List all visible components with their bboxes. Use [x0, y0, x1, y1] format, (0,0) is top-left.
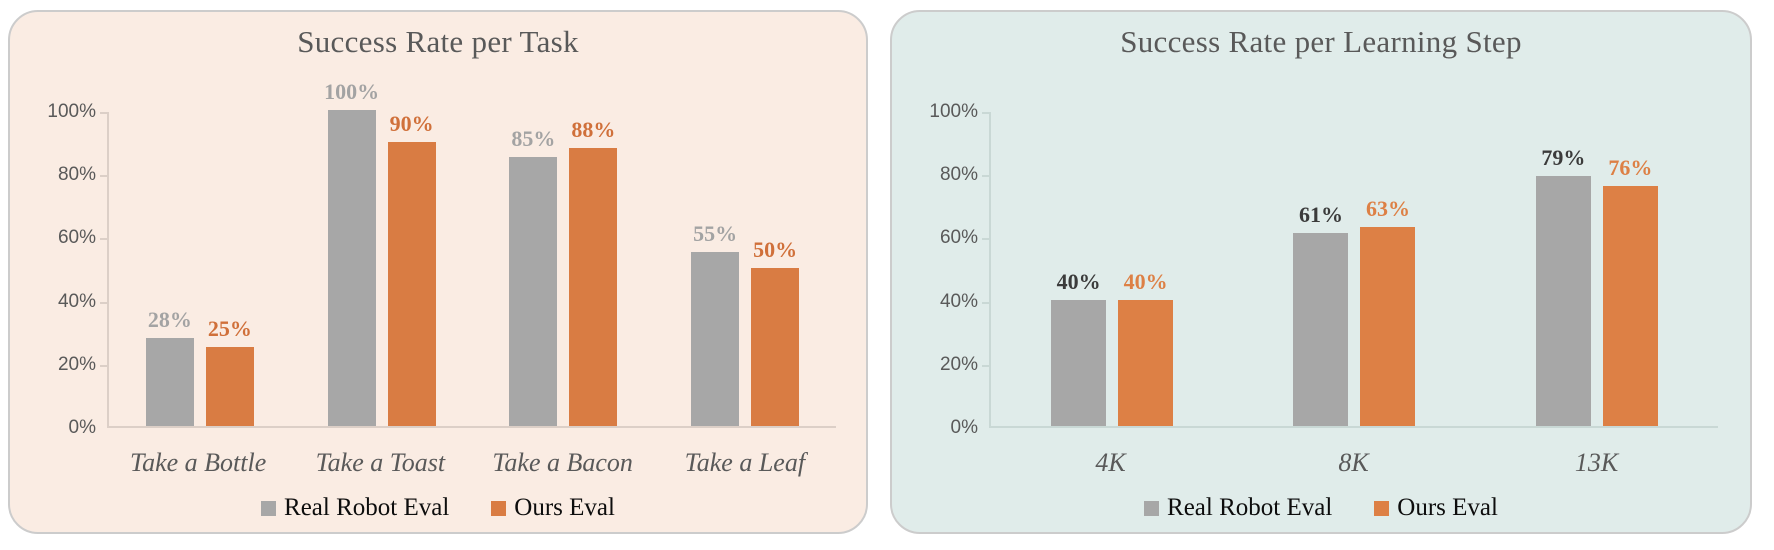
y-axis-tick-label: 80%: [939, 164, 978, 186]
x-axis-category-labels: Take a Bottle Take a Toast Take a Bacon Tak…: [107, 448, 836, 478]
data-label: 79%: [1541, 145, 1586, 171]
y-axis-tick-mark: [100, 238, 108, 241]
data-label: 85%: [511, 126, 556, 152]
category-label: 13K: [1574, 448, 1619, 477]
data-label: 61%: [1298, 202, 1343, 228]
bar-group: 55% 50%: [654, 112, 836, 426]
data-label: 25%: [207, 316, 252, 341]
y-axis-tick-mark: [982, 112, 990, 114]
legend-item: Ours Eval: [491, 494, 615, 522]
bar-ours-eval: 88%: [569, 117, 618, 426]
legend-label: Ours Eval: [514, 494, 615, 521]
data-label: 28%: [147, 306, 192, 332]
x-axis-category-labels: 4K 8K 13K: [989, 448, 1718, 478]
y-axis-tick-mark: [982, 301, 990, 304]
bar-ours-eval: 50%: [751, 237, 800, 426]
category-label: 8K: [1338, 448, 1369, 477]
legend: Real Robot Eval Ours Eval: [892, 494, 1750, 522]
y-axis-tick-label: 0%: [950, 417, 978, 438]
bar-real-robot-eval: 55%: [691, 221, 740, 426]
bar-group: 61% 63%: [1233, 112, 1475, 426]
y-axis-tick-labels: 0% 20% 40% 60% 80% 100%: [892, 101, 978, 438]
bar-ours-eval: 76%: [1602, 155, 1658, 426]
bar-group: 28% 25%: [109, 112, 291, 426]
chart-card-success-rate-per-task: Success Rate per Task 0% 20% 40% 60% 80% 100%…: [8, 10, 868, 534]
legend-marker-icon: [1144, 500, 1160, 516]
y-axis-tick-mark: [100, 364, 108, 367]
bar-pair: 61% 63%: [1293, 196, 1416, 426]
bar-pair: 55% 50%: [691, 221, 800, 426]
plot-area: 40% 40% 61% 63% 79% 76%: [982, 112, 1718, 428]
bar-real-robot-eval: 100%: [324, 79, 379, 426]
legend-label: Real Robot Eval: [1167, 494, 1333, 521]
y-axis-tick-label: 20%: [57, 353, 96, 375]
legend-item: Real Robot Eval: [1144, 494, 1332, 522]
bar-groups: 40% 40% 61% 63% 79% 76%: [991, 112, 1718, 426]
data-label: 50%: [753, 237, 798, 262]
data-label: 55%: [693, 221, 738, 247]
legend: Real Robot Eval Ours Eval: [10, 494, 866, 522]
category-label: Take a Bottle: [130, 448, 267, 477]
chart-title: Success Rate per Learning Step: [1120, 24, 1522, 59]
y-axis-tick-mark: [100, 175, 108, 178]
bar-group: 85% 88%: [473, 112, 655, 426]
y-axis-tick-labels: 0% 20% 40% 60% 80% 100%: [10, 101, 96, 438]
y-axis-tick-label: 20%: [939, 353, 978, 375]
legend-label: Real Robot Eval: [284, 494, 450, 521]
bar-ours-eval: 25%: [205, 316, 254, 426]
data-label: 100%: [324, 79, 380, 104]
y-axis-tick-mark: [100, 112, 108, 114]
data-label: 76%: [1608, 154, 1653, 180]
y-axis-tick-mark: [982, 175, 990, 178]
bar-pair: 28% 25%: [145, 307, 254, 426]
category-label: Take a Leaf: [684, 448, 806, 477]
bar-real-robot-eval: 40%: [1051, 269, 1107, 426]
data-label: 63%: [1365, 195, 1410, 221]
plot-area: 28% 25% 100% 90% 85% 88% 55% 50%: [100, 79, 836, 428]
bar-ours-eval: 90%: [387, 111, 436, 426]
y-axis-tick-mark: [982, 238, 990, 241]
y-axis-tick-label: 40%: [57, 290, 96, 312]
y-axis-tick-label: 0%: [68, 417, 96, 438]
chart-card-success-rate-per-learning-step: Success Rate per Learning Step 0% 20% 40% 6…: [890, 10, 1752, 534]
data-label: 40%: [1056, 268, 1101, 294]
bar-real-robot-eval: 85%: [509, 126, 558, 426]
bar-groups: 28% 25% 100% 90% 85% 88% 55% 50%: [109, 79, 836, 426]
chart-title: Success Rate per Task: [297, 24, 579, 59]
y-axis-tick-label: 80%: [57, 164, 96, 186]
legend-marker-icon: [261, 500, 277, 516]
y-axis-tick-label: 60%: [57, 227, 96, 249]
y-axis-tick-label: 100%: [47, 101, 96, 122]
legend-item: Real Robot Eval: [261, 494, 449, 522]
y-axis-tick-label: 60%: [939, 227, 978, 249]
bar-group: 40% 40%: [991, 112, 1233, 426]
legend-marker-icon: [1374, 500, 1390, 516]
category-label: Take a Bacon: [492, 448, 633, 477]
bar-pair: 40% 40%: [1051, 269, 1174, 426]
bar-ours-eval: 40%: [1118, 269, 1174, 426]
bar-group: 79% 76%: [1476, 112, 1718, 426]
bar-real-robot-eval: 79%: [1535, 145, 1591, 426]
bar-pair: 79% 76%: [1535, 145, 1658, 426]
legend-marker-icon: [491, 500, 507, 516]
y-axis-tick-label: 100%: [929, 101, 978, 122]
bar-pair: 85% 88%: [509, 117, 618, 426]
data-label: 40%: [1123, 268, 1168, 294]
category-label: 4K: [1095, 448, 1126, 477]
bar-ours-eval: 63%: [1360, 196, 1416, 426]
bar-group: 100% 90%: [291, 79, 473, 426]
legend-item: Ours Eval: [1374, 494, 1498, 522]
y-axis-tick-mark: [982, 364, 990, 367]
y-axis-tick-label: 40%: [939, 290, 978, 312]
bar-real-robot-eval: 61%: [1293, 202, 1349, 426]
data-label: 88%: [571, 116, 616, 142]
data-label: 90%: [389, 110, 434, 136]
bar-real-robot-eval: 28%: [145, 307, 194, 426]
legend-label: Ours Eval: [1397, 494, 1498, 521]
category-label: Take a Toast: [315, 448, 446, 477]
y-axis-tick-mark: [100, 301, 108, 304]
bar-pair: 100% 90%: [324, 79, 436, 426]
